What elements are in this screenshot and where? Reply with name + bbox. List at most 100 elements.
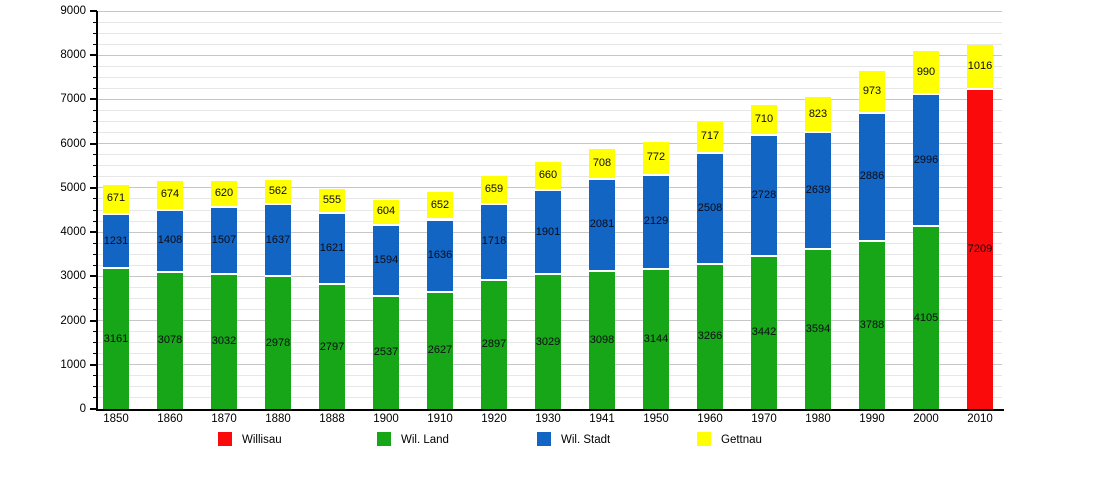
minor-tick [93,342,97,344]
bar-segment-1888-gettnau: 555 [319,189,345,214]
minor-gridline-7500 [98,76,1002,78]
minor-tick [93,386,97,388]
bar-segment-1950-wil-land: 3144 [643,269,669,409]
minor-gridline-7750 [98,65,1002,67]
bar-value-label: 1507 [211,234,237,247]
bar-value-label: 990 [916,65,936,78]
bar-value-label: 3442 [751,326,777,339]
bar-value-label: 562 [268,185,288,197]
x-tick-label-1880: 1880 [265,413,291,425]
x-tick-label-1941: 1941 [589,413,615,425]
minor-gridline-6500 [98,121,1002,123]
bar-value-label: 2639 [805,184,831,197]
minor-gridline-5750 [98,154,1002,156]
bar-value-label: 2129 [643,215,669,228]
minor-tick [93,32,97,34]
bar-value-label: 710 [754,112,774,125]
bar-segment-1920-wil-land: 2897 [481,280,507,409]
bar-segment-1880-wil-land: 2978 [265,277,291,409]
bar-segment-1870-gettnau: 620 [211,180,237,209]
bar-value-label: 3144 [643,332,669,345]
bar-segment-1850-wil-stadt: 1231 [103,214,129,270]
bar-value-label: 1636 [427,249,453,262]
bar-value-label: 671 [106,192,126,205]
bar-segment-1900-wil-stadt: 1594 [373,226,399,297]
bar-value-label: 555 [322,193,342,206]
x-tick-label-1970: 1970 [751,413,777,425]
x-axis-line [96,409,1004,411]
y-tick-label-3000: 3000 [60,270,86,283]
bar-value-label: 659 [484,182,504,195]
bar-segment-1950-wil-stadt: 2129 [643,175,669,270]
bar-value-label: 823 [808,107,828,120]
minor-tick [93,264,97,266]
bar-segment-1990-wil-land: 3788 [859,241,885,409]
x-tick-label-1950: 1950 [643,413,669,425]
bar-segment-1990-wil-stadt: 2886 [859,113,885,242]
bar-value-label: 3032 [211,335,237,348]
minor-tick [93,21,97,23]
bar-value-label: 2797 [319,340,345,353]
major-tick [90,363,97,366]
bar-segment-2010-gettnau: 1016 [967,45,993,91]
x-tick-label-1920: 1920 [481,413,507,425]
minor-gridline-6750 [98,110,1002,111]
minor-gridline-7250 [98,87,1002,89]
legend-swatch-wil-land [377,432,391,446]
bar-value-label: 2897 [481,338,507,351]
minor-tick [93,198,97,200]
legend-label-wil-stadt: Wil. Stadt [561,434,611,446]
bar-value-label: 7209 [967,243,993,256]
x-tick-label-1850: 1850 [103,413,129,425]
bar-value-label: 2537 [373,346,399,359]
minor-tick [93,65,97,67]
y-tick-label-1000: 1000 [60,358,86,371]
x-tick-label-1910: 1910 [427,413,453,425]
major-gridline-8000 [98,54,1002,56]
minor-gridline-6250 [98,132,1002,134]
x-tick-label-1980: 1980 [805,413,831,425]
minor-tick [93,220,97,222]
bar-segment-1960-gettnau: 717 [697,121,723,154]
major-tick [90,142,97,145]
major-tick [90,408,97,410]
minor-tick [93,43,97,45]
x-tick-label-1860: 1860 [157,413,183,425]
bar-value-label: 1718 [481,235,507,248]
bar-value-label: 717 [700,130,720,143]
bar-value-label: 1594 [373,254,399,267]
minor-tick [93,132,97,134]
bar-segment-2000-wil-land: 4105 [913,227,939,409]
minor-tick [93,87,97,89]
bar-segment-1930-wil-stadt: 1901 [535,191,561,276]
bar-segment-1860-wil-stadt: 1408 [157,210,183,273]
minor-gridline-8500 [98,32,1002,34]
bar-segment-1970-wil-stadt: 2728 [751,136,777,257]
bar-segment-1910-wil-land: 2627 [427,292,453,409]
bar-segment-1970-gettnau: 710 [751,104,777,137]
y-tick-label-4000: 4000 [60,226,86,239]
bar-value-label: 2508 [697,201,723,214]
bar-segment-1920-wil-stadt: 1718 [481,204,507,281]
y-tick-label-6000: 6000 [60,137,86,150]
x-tick-label-1930: 1930 [535,413,561,425]
bar-value-label: 3098 [589,334,615,346]
legend-swatch-willisau [218,432,232,446]
bar-value-label: 1016 [967,60,993,73]
bar-segment-1870-wil-stadt: 1507 [211,208,237,275]
bar-segment-1860-gettnau: 674 [157,180,183,211]
bar-value-label: 3266 [697,330,723,343]
bar-segment-1880-wil-stadt: 1637 [265,204,291,278]
minor-gridline-8750 [98,21,1002,23]
bar-value-label: 1621 [319,241,345,254]
bar-segment-1941-wil-stadt: 2081 [589,179,615,272]
bar-value-label: 2886 [859,170,885,183]
x-tick-label-1870: 1870 [211,413,237,425]
bar-segment-1900-wil-land: 2537 [373,296,399,409]
major-tick [90,54,97,57]
major-tick [90,98,97,101]
bar-segment-1990-gettnau: 973 [859,70,885,114]
bar-segment-1960-wil-stadt: 2508 [697,153,723,265]
bar-segment-1960-wil-land: 3266 [697,264,723,409]
